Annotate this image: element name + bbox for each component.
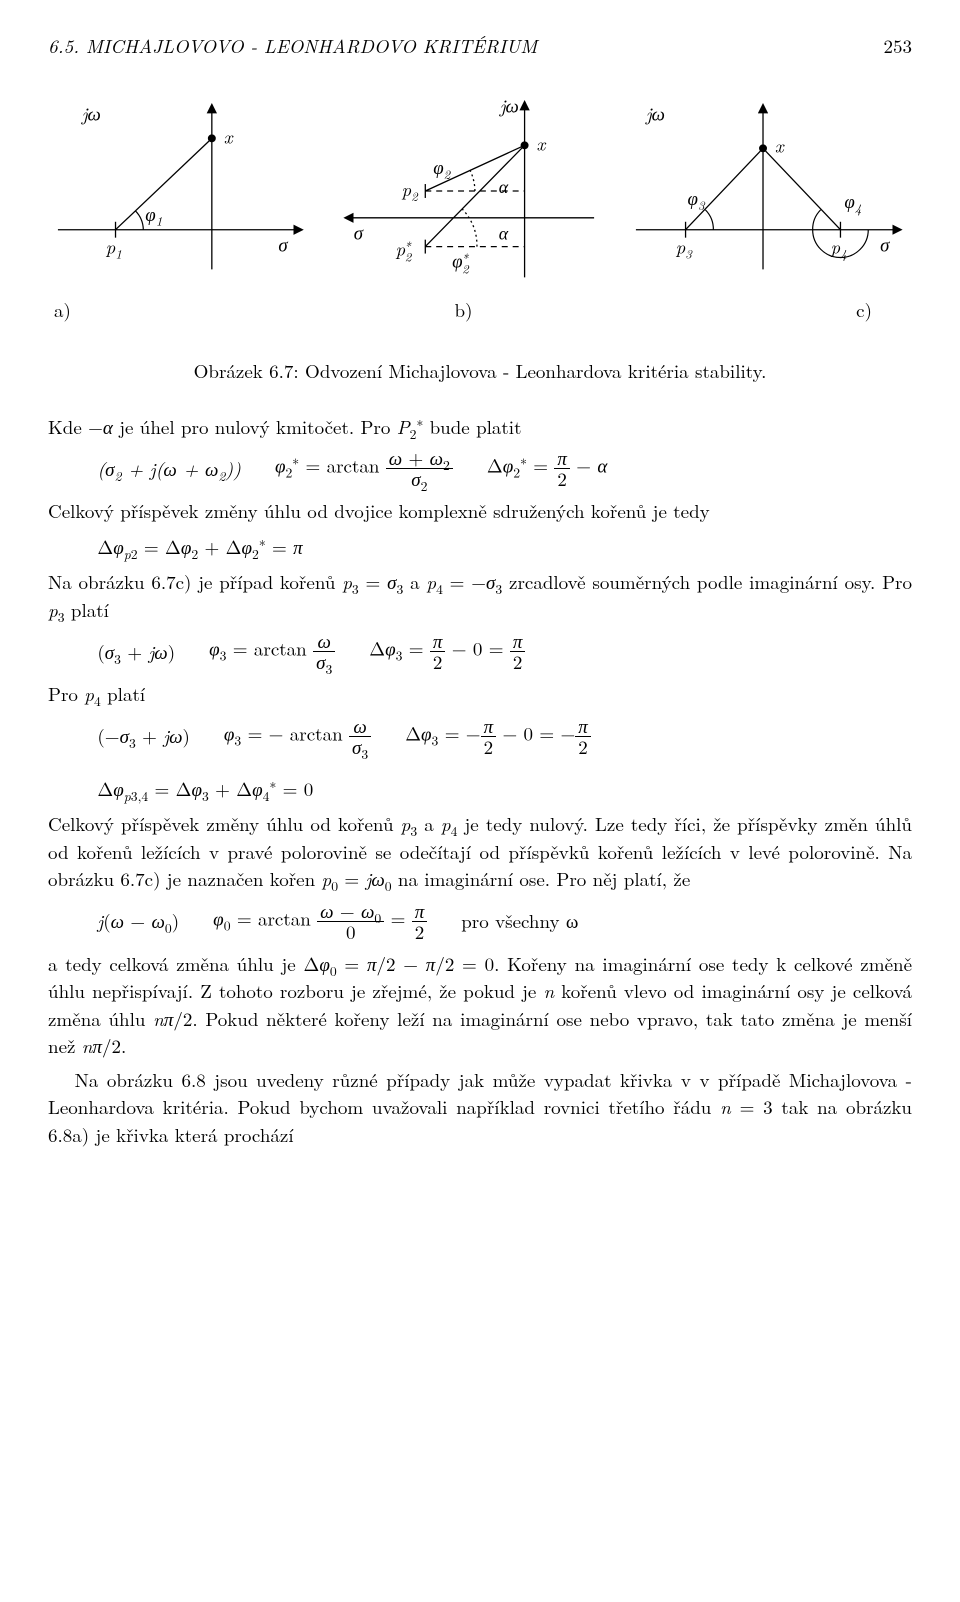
para-4: Pro p4 platí (48, 680, 912, 708)
equation-1: (σ2 + j(ω + ω2)) φ2∗ = arctan ω + ω2σ2 Δ… (48, 448, 912, 489)
para-5: Celkový příspěvek změny úhlu od kořenů p… (48, 810, 912, 893)
figure-sublabels: a) b) c) (48, 296, 912, 324)
svg-text:φ2: φ2 (433, 154, 451, 183)
figure-row: jω x φ1 p1 σ jω x φ2 p2 p∗2 φ∗2 α α σ (48, 90, 912, 290)
svg-text:φ3: φ3 (688, 184, 706, 213)
equation-4: (−σ3 + jω) φ3 = − arctan ωσ3 Δφ3 = −π2 −… (48, 716, 912, 757)
para-3: Na obrázku 6.7c) je případ kořenů p3 = σ… (48, 568, 912, 623)
svg-text:α: α (499, 174, 509, 199)
svg-text:p1: p1 (106, 233, 122, 262)
section-title: 6.5. MICHAJLOVOVO - LEONHARDOVO KRITÉRIU… (48, 32, 537, 60)
svg-text:φ4: φ4 (844, 187, 861, 216)
para-1: Kde −α je úhel pro nulový kmitočet. Pro … (48, 413, 912, 441)
figure-a: jω x φ1 p1 σ (48, 90, 316, 290)
svg-text:σ: σ (278, 231, 288, 257)
para-8: Na obrázku 6.8 jsou uvedeny různé případ… (48, 1066, 912, 1149)
svg-text:σ: σ (354, 219, 364, 245)
svg-text:x: x (537, 130, 547, 156)
svg-text:jω: jω (499, 92, 519, 118)
label-c: c) (856, 296, 872, 324)
svg-text:α: α (499, 220, 509, 245)
svg-text:jω: jω (81, 100, 101, 126)
figure-b: jω x φ2 p2 p∗2 φ∗2 α α σ (326, 90, 614, 290)
label-b: b) (455, 296, 473, 324)
svg-text:p∗2: p∗2 (396, 232, 413, 265)
para-2: Celkový příspěvek změny úhlu od dvojice … (48, 497, 912, 525)
equation-3: (σ3 + jω) φ3 = arctan ωσ3 Δφ3 = π2 − 0 =… (48, 631, 912, 672)
para-7: a tedy celková změna úhlu je Δφ0 = π/2 −… (48, 950, 912, 1060)
svg-text:p4: p4 (831, 233, 848, 262)
svg-text:x: x (224, 123, 234, 149)
label-a: a) (54, 296, 71, 324)
figure-caption: Obrázek 6.7: Odvození Michajlovova - Leo… (48, 357, 912, 385)
svg-text:jω: jω (645, 100, 665, 126)
page-number: 253 (883, 32, 912, 60)
svg-text:x: x (775, 132, 785, 158)
svg-text:φ∗2: φ∗2 (452, 244, 470, 277)
running-header: 6.5. MICHAJLOVOVO - LEONHARDOVO KRITÉRIU… (48, 32, 912, 60)
equation-6: j(ω − ω0) φ0 = arctan ω − ω00 = π2 pro v… (48, 901, 912, 942)
svg-text:p3: p3 (676, 233, 694, 262)
svg-text:φ1: φ1 (145, 200, 162, 229)
equation-5: Δφp3,4 = Δφ3 + Δφ4∗ = 0 (48, 775, 912, 803)
figure-c: jω x φ3 φ4 p3 p4 σ (624, 90, 912, 290)
equation-2: Δφp2 = Δφ2 + Δφ2∗ = π (48, 533, 912, 561)
svg-text:σ: σ (880, 231, 890, 257)
svg-text:p2: p2 (402, 176, 420, 205)
